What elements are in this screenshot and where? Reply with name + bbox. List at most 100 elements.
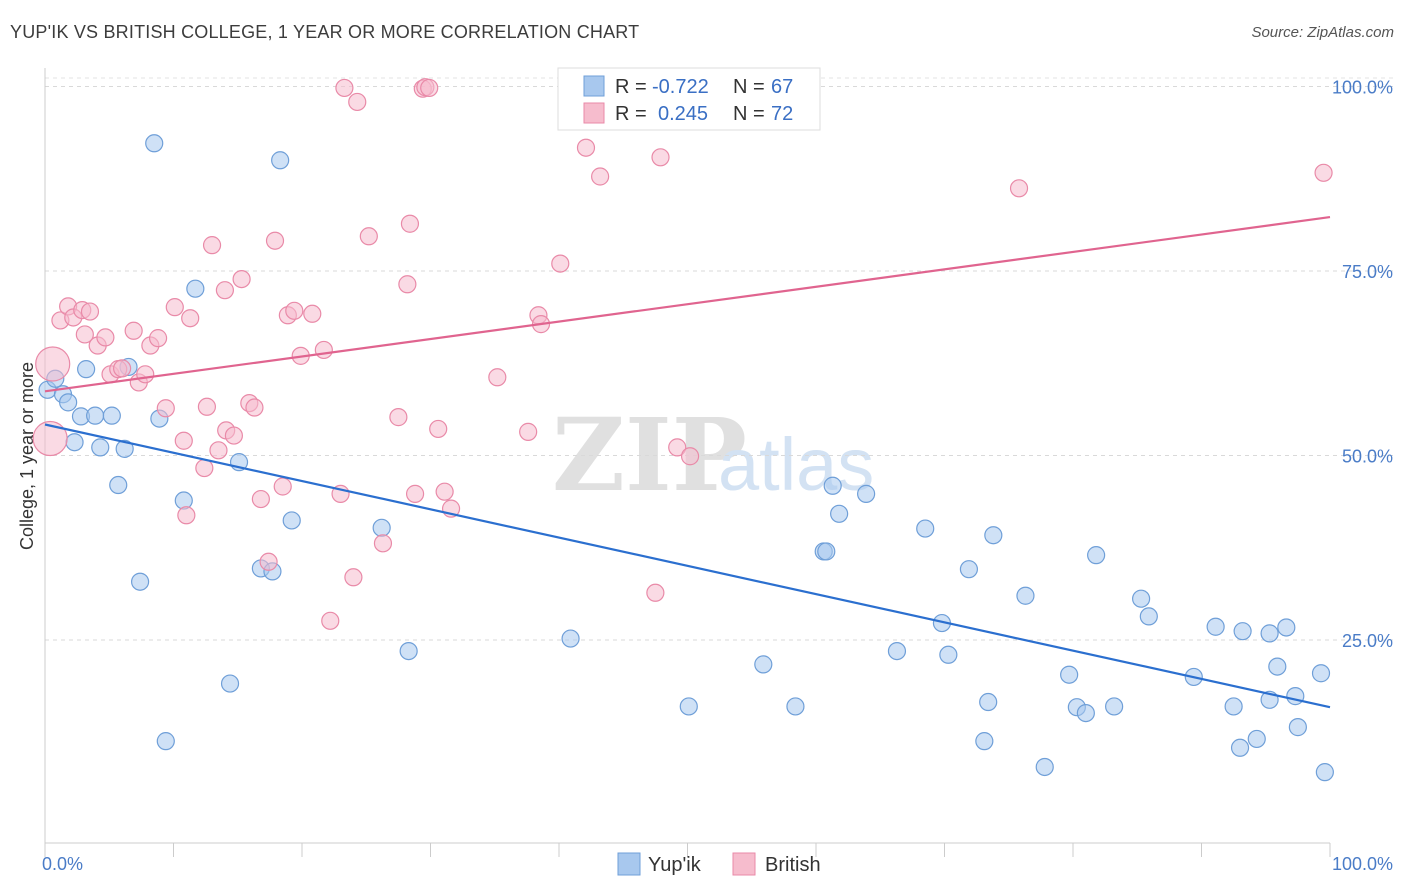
data-point [86,406,105,425]
data-point [979,692,998,712]
data-point [251,489,270,509]
data-point [59,393,78,412]
data-point [96,328,115,347]
data-point [1311,664,1331,683]
legend-n-label-yupik: N = [733,76,765,98]
data-point [373,534,393,553]
data-point [1230,738,1250,757]
data-point [1277,618,1296,637]
data-point [130,572,150,591]
data-point [668,438,687,457]
data-point [435,482,454,501]
data-point [519,422,538,441]
data-point [1233,622,1252,641]
data-point [939,645,958,664]
data-point [399,641,418,661]
y-tick-label-100: 100.0% [1332,77,1393,97]
data-point [259,552,278,571]
data-point [245,398,264,417]
data-point [887,641,907,661]
legend-swatch-british [583,102,605,124]
data-point [359,227,378,246]
series-legend: Yup'ik British [617,852,821,876]
data-point [1224,697,1243,716]
data-points [32,78,1334,782]
x-tick-label-max: 100.0% [1332,854,1393,874]
y-tick-label-50: 50.0% [1342,447,1393,467]
legend-n-label-british: N = [733,103,765,125]
legend-r-value-yupik: -0.722 [652,76,709,98]
data-point [197,397,217,416]
data-point [186,279,205,298]
data-point [303,304,322,323]
data-point [148,329,168,348]
data-point [679,697,698,716]
legend-swatch-yupik [583,75,605,97]
data-point [916,519,935,538]
trend-lines [44,216,1331,709]
data-point [321,611,340,630]
data-point [1016,586,1035,605]
data-point [1139,607,1158,626]
data-point [165,298,184,317]
data-point [314,340,333,360]
watermark-atlas: atlas [718,423,874,506]
data-point [32,420,68,457]
legend-r-value-british: 0.245 [658,103,708,125]
data-point [1288,718,1307,737]
data-point [1009,179,1029,198]
data-point [156,399,175,418]
chart-source: Source: ZipAtlas.com [1251,24,1394,41]
data-point [220,674,240,693]
legend-r-label-yupik: R = [615,76,647,98]
data-point [181,309,200,328]
data-point [830,504,849,523]
data-point [232,269,251,289]
data-point [551,254,570,273]
data-point [959,560,979,579]
y-tick-label-75: 75.0% [1342,262,1393,282]
data-point [271,151,290,170]
correlation-legend: R = -0.722 N = 67 R = 0.245 N = 72 [557,67,821,131]
data-point [1132,589,1151,608]
data-point [335,78,354,98]
data-point [1247,729,1266,749]
data-point [273,477,292,496]
data-point [646,583,665,602]
data-point [215,281,234,300]
data-point [75,325,94,344]
series-yupik [38,134,1334,782]
bottom-legend-swatch-british [732,852,756,876]
data-point [91,438,110,457]
data-point [823,476,842,495]
data-point [1206,617,1225,636]
bottom-legend-swatch-yupik [617,852,641,876]
data-point [1315,763,1334,782]
data-point [282,511,301,530]
data-point [265,231,285,250]
data-point [195,458,214,478]
legend-n-value-british: 72 [771,103,793,125]
data-point [109,475,128,495]
data-point [1286,687,1305,706]
data-point [576,138,596,157]
data-point [857,484,876,503]
data-point [1268,657,1287,676]
data-point [177,506,196,525]
trend-line-yupik [44,423,1331,709]
data-point [202,236,222,255]
data-point [124,321,143,340]
data-point [651,148,670,167]
data-point [817,542,836,561]
data-point [115,439,134,458]
data-point [680,447,700,466]
data-point [561,629,580,648]
data-point [429,419,448,439]
series-british [32,78,1333,630]
x-axis-ticks [44,843,1331,857]
chart-title: YUP'IK VS BRITISH COLLEGE, 1 YEAR OR MOR… [10,22,640,42]
data-point [372,518,391,537]
legend-r-label-british: R = [615,103,647,125]
data-point [420,78,439,98]
